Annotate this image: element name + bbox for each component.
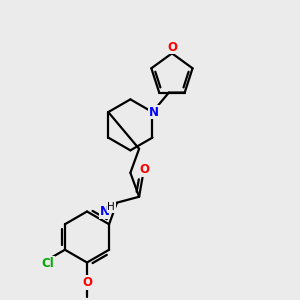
Text: O: O (167, 41, 177, 54)
Text: H: H (107, 202, 115, 212)
Text: N: N (100, 206, 110, 218)
Text: O: O (140, 164, 149, 176)
Text: O: O (82, 276, 92, 289)
Text: N: N (149, 106, 159, 118)
Text: Cl: Cl (42, 257, 54, 270)
